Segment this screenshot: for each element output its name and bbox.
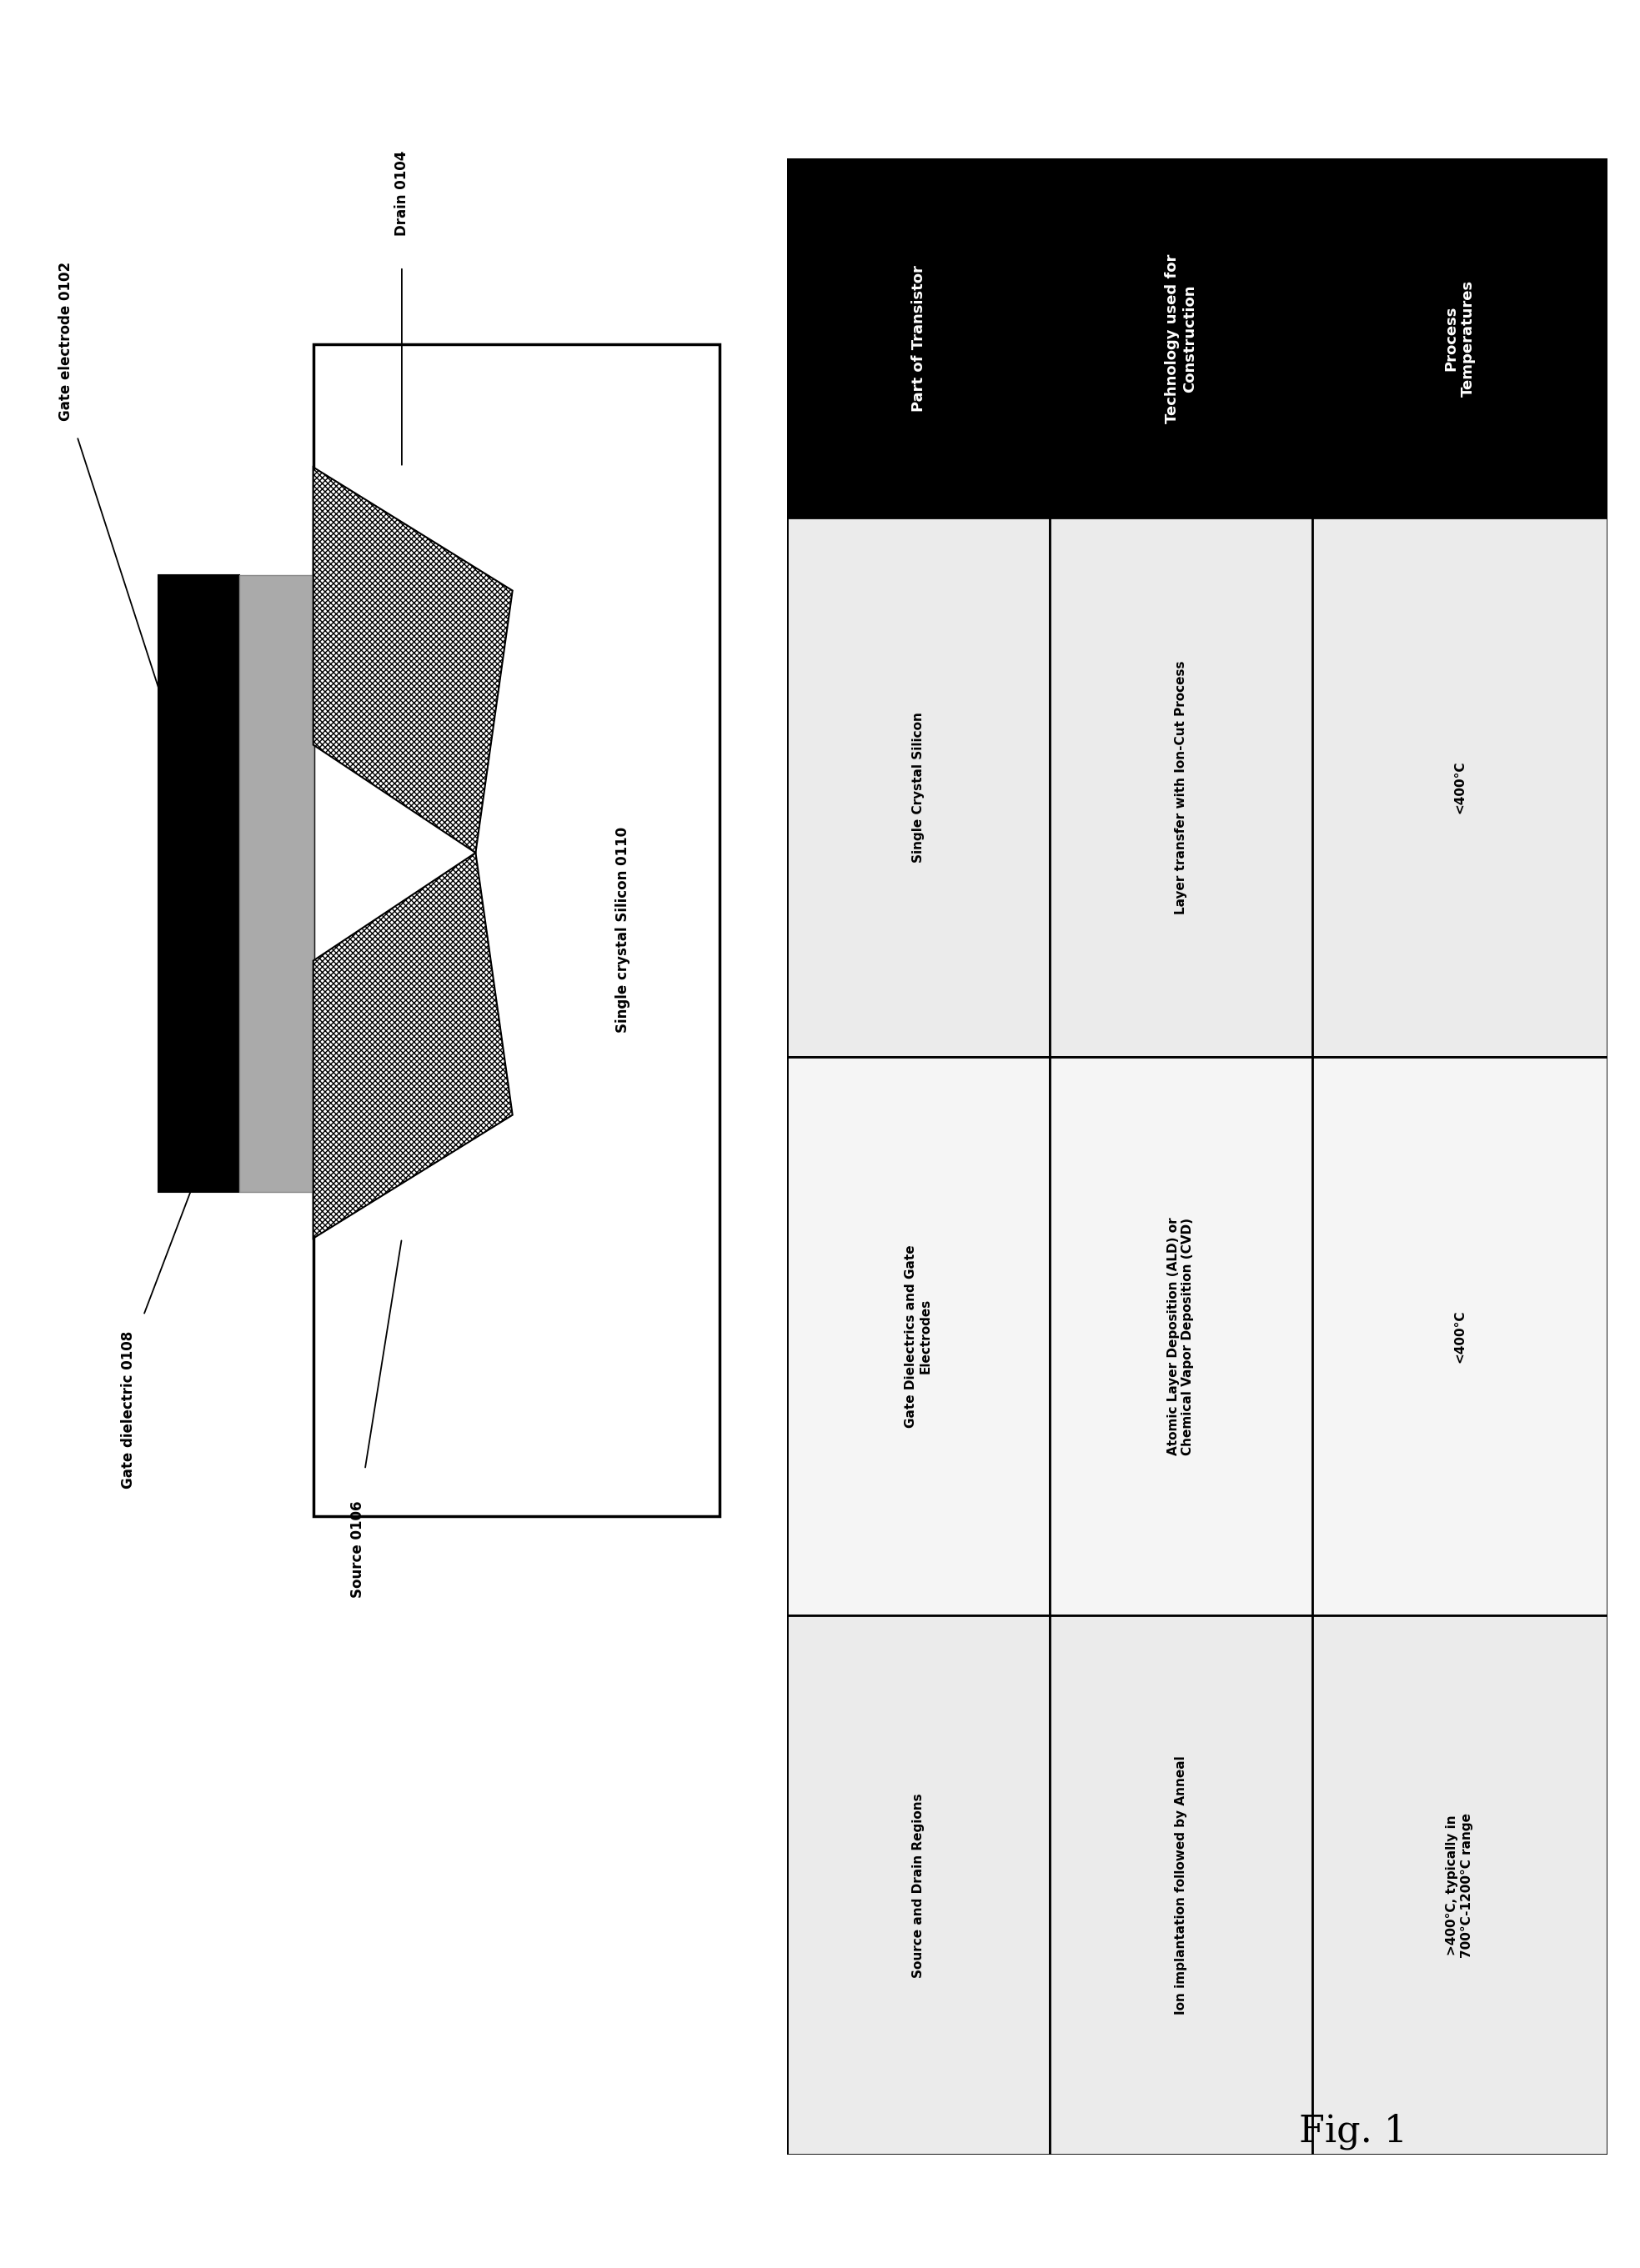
Bar xyxy=(313,345,718,1515)
Bar xyxy=(1312,1615,1607,2155)
Text: Source 0106: Source 0106 xyxy=(349,1501,366,1597)
Bar xyxy=(787,1615,1050,2155)
Text: Source and Drain Regions: Source and Drain Regions xyxy=(912,1792,925,1978)
Text: >400°C, typically in
700°C-1200°C range: >400°C, typically in 700°C-1200°C range xyxy=(1446,1812,1473,1957)
Text: Part of Transistor: Part of Transistor xyxy=(910,265,927,413)
Bar xyxy=(239,576,313,1193)
Bar xyxy=(1312,159,1607,517)
Bar xyxy=(157,576,239,1193)
Polygon shape xyxy=(313,853,512,1238)
Text: Gate Dielectrics and Gate
Electrodes: Gate Dielectrics and Gate Electrodes xyxy=(905,1245,932,1429)
Text: Gate dielectric 0108: Gate dielectric 0108 xyxy=(121,1331,136,1488)
Bar xyxy=(1050,517,1312,1057)
Text: Single Crystal Silicon: Single Crystal Silicon xyxy=(912,712,925,862)
Text: Gate electrode 0102: Gate electrode 0102 xyxy=(59,261,74,422)
Text: Ion implantation followed by Anneal: Ion implantation followed by Anneal xyxy=(1174,1755,1187,2014)
Bar xyxy=(787,1057,1050,1615)
Bar xyxy=(1312,1057,1607,1615)
Bar xyxy=(1050,1615,1312,2155)
Bar xyxy=(1312,517,1607,1057)
Bar xyxy=(787,159,1050,517)
Bar xyxy=(1050,159,1312,517)
Text: Process
Temperatures: Process Temperatures xyxy=(1443,279,1476,397)
Polygon shape xyxy=(313,467,512,853)
Text: Single crystal Silicon 0110: Single crystal Silicon 0110 xyxy=(615,828,631,1032)
Text: Fig. 1: Fig. 1 xyxy=(1299,2114,1407,2150)
Bar xyxy=(1050,1057,1312,1615)
Text: <400°C: <400°C xyxy=(1453,1311,1466,1363)
Text: Technology used for
Construction: Technology used for Construction xyxy=(1164,254,1197,424)
Bar xyxy=(787,517,1050,1057)
Text: Layer transfer with Ion-Cut Process: Layer transfer with Ion-Cut Process xyxy=(1174,660,1187,914)
Text: <400°C: <400°C xyxy=(1453,762,1466,814)
Text: Drain 0104: Drain 0104 xyxy=(394,150,410,236)
Text: Atomic Layer Deposition (ALD) or
Chemical Vapor Deposition (CVD): Atomic Layer Deposition (ALD) or Chemica… xyxy=(1168,1218,1194,1456)
